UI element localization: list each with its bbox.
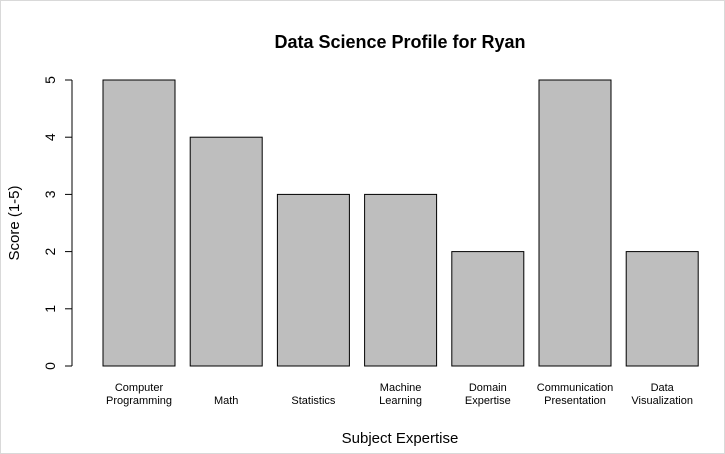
x-tick-label: Expertise [465,395,511,407]
y-axis-label: Score (1-5) [6,185,23,260]
x-tick-label: Presentation [544,395,606,407]
bar [538,79,612,367]
chart-title: Data Science Profile for Ryan [274,32,525,52]
y-tick-label: 1 [42,305,58,313]
y-tick-label: 4 [42,133,58,141]
x-tick-label: Data [651,382,675,394]
y-tick-label: 0 [42,362,58,370]
bars [102,79,699,367]
x-tick-label: Statistics [291,395,336,407]
x-tick-label: Domain [469,382,507,394]
y-tick-label: 2 [42,247,58,255]
y-tick-label: 5 [42,76,58,84]
x-tick-label: Machine [380,382,422,394]
x-tick-label: Learning [379,395,422,407]
x-tick-label: Communication [537,382,613,394]
x-axis-label: Subject Expertise [342,430,459,447]
bar [276,193,350,367]
x-tick-label: Programming [106,395,172,407]
x-tick-label: Computer [115,382,164,394]
bar [189,136,263,367]
bar [451,251,525,367]
y-axis: 0 1 2 3 4 5 [42,76,73,370]
bar [625,251,699,367]
y-tick-label: 3 [42,190,58,198]
bar [102,79,176,367]
bar [364,193,438,367]
x-tick-label: Math [214,395,238,407]
x-tick-label: Visualization [631,395,693,407]
